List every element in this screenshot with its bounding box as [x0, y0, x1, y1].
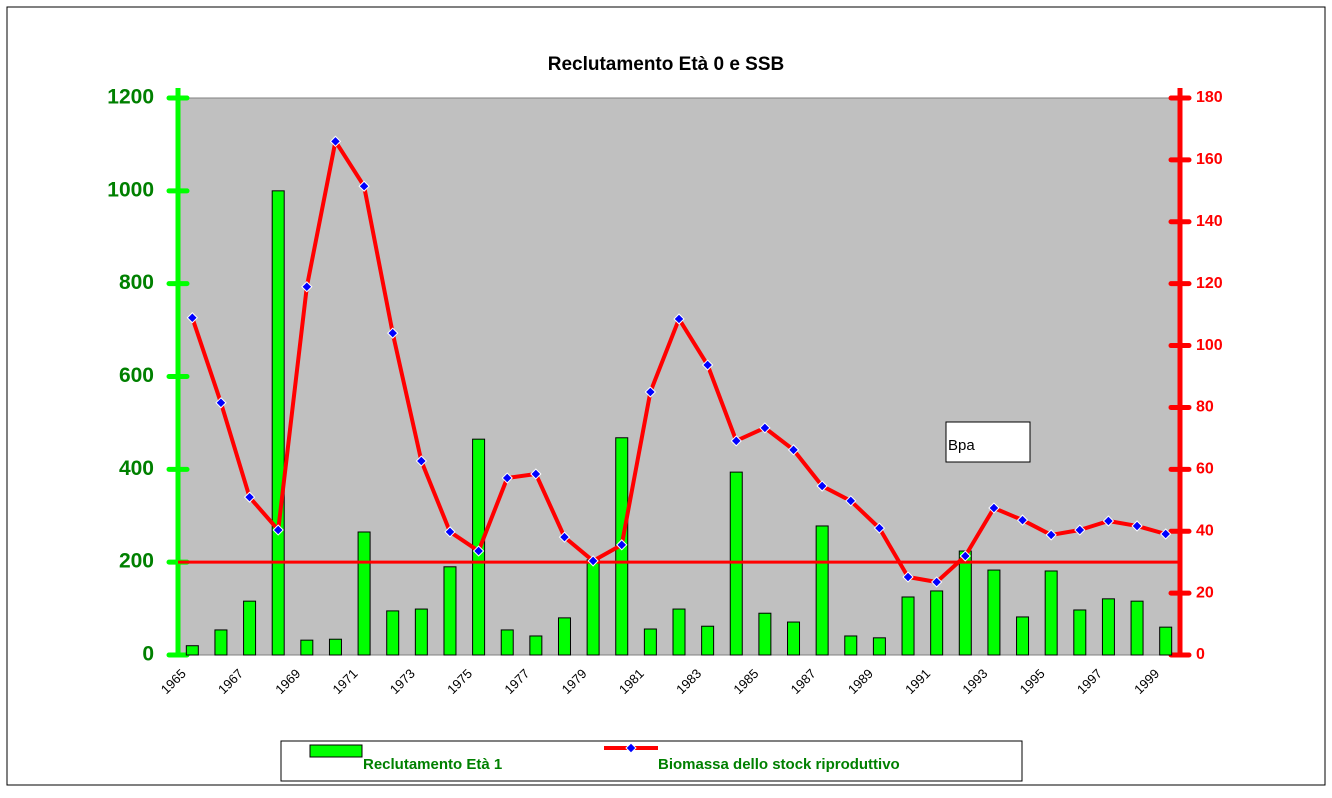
marker: [673, 313, 685, 325]
y2-tick-label: 20: [1196, 584, 1214, 601]
legend-label: Biomassa dello stock riproduttivo: [658, 756, 900, 773]
bar: [643, 628, 657, 656]
bar: [414, 608, 428, 656]
bar: [1130, 600, 1144, 656]
marker: [1016, 514, 1029, 526]
bar: [500, 629, 514, 656]
marker: [816, 480, 828, 492]
marker: [472, 545, 485, 557]
y2-tick-label: 100: [1196, 337, 1223, 354]
legend-label: Reclutamento Età 1: [363, 756, 502, 773]
bar: [787, 621, 801, 656]
annotation-box: [945, 421, 1031, 463]
legend-swatch: [309, 744, 363, 758]
bar: [1016, 616, 1030, 656]
marker: [186, 312, 198, 324]
y-tick-label: 1000: [107, 178, 154, 201]
y2-tick-label: 140: [1196, 213, 1223, 230]
marker: [988, 502, 1000, 514]
y2-tick-label: 160: [1196, 151, 1223, 168]
y2-tick-label: 180: [1196, 89, 1223, 106]
marker: [730, 435, 742, 447]
marker: [272, 524, 284, 536]
y2-tick-label: 60: [1196, 461, 1214, 478]
bar: [1159, 626, 1173, 656]
bar: [1073, 609, 1087, 656]
bar: [529, 635, 543, 656]
bar: [958, 550, 972, 656]
marker: [644, 386, 657, 398]
marker: [215, 397, 227, 409]
marker: [530, 468, 542, 480]
marker: [444, 526, 456, 538]
bar: [844, 635, 858, 656]
marker: [759, 422, 771, 434]
bar: [930, 590, 944, 656]
marker: [902, 571, 914, 583]
y-tick-label: 400: [119, 457, 154, 480]
bar: [357, 531, 371, 656]
bar: [758, 612, 772, 656]
bar: [185, 645, 199, 656]
bar: [1044, 570, 1058, 656]
y-tick-label: 1200: [107, 86, 154, 109]
marker: [301, 281, 313, 293]
annotation-label: Bpa: [948, 437, 975, 454]
marker: [1131, 520, 1143, 532]
marker: [959, 550, 971, 562]
y2-tick-label: 0: [1196, 646, 1205, 663]
bar: [328, 638, 342, 656]
chart-title: Reclutamento Età 0 e SSB: [548, 54, 785, 75]
bar: [386, 610, 400, 656]
bar: [586, 559, 600, 656]
bar: [872, 637, 886, 656]
marker: [1160, 528, 1172, 540]
bar: [271, 190, 285, 656]
marker: [587, 555, 599, 567]
y-tick-label: 0: [142, 643, 154, 666]
bar: [243, 600, 257, 656]
y2-tick-label: 80: [1196, 399, 1214, 416]
marker: [1074, 524, 1086, 536]
y-tick-label: 600: [119, 364, 154, 387]
bar: [1101, 598, 1115, 656]
bar: [300, 639, 314, 656]
marker: [873, 522, 886, 534]
y-tick-label: 200: [119, 550, 154, 573]
bar: [672, 608, 686, 656]
marker: [387, 327, 399, 339]
bar: [214, 629, 228, 656]
marker: [1045, 529, 1057, 541]
marker: [558, 531, 571, 543]
marker: [501, 472, 513, 484]
y2-tick-label: 40: [1196, 522, 1214, 539]
marker: [616, 539, 628, 551]
marker: [415, 455, 427, 467]
marker: [787, 444, 800, 456]
marker: [1102, 515, 1115, 527]
marker: [358, 180, 370, 192]
bar: [701, 625, 715, 656]
bar: [815, 525, 829, 656]
marker: [845, 495, 857, 507]
y2-tick-label: 120: [1196, 275, 1223, 292]
marker: [329, 135, 342, 147]
bar: [443, 566, 457, 656]
marker: [243, 491, 256, 503]
bar: [901, 596, 915, 656]
bar: [557, 617, 571, 656]
bar: [987, 569, 1001, 656]
legend-marker: [625, 742, 637, 754]
marker: [931, 576, 943, 588]
marker: [701, 359, 714, 371]
y-tick-label: 800: [119, 271, 154, 294]
